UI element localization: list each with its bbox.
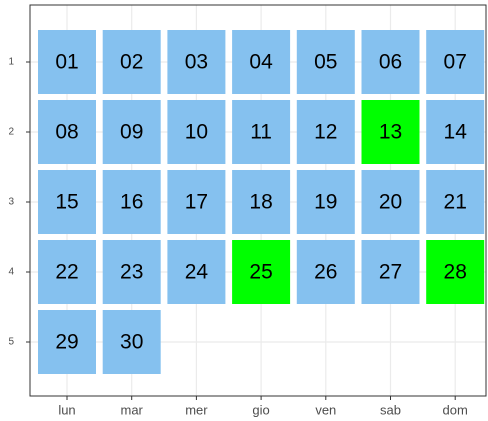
day-label: 30	[120, 331, 143, 354]
day-label: 19	[314, 191, 337, 214]
day-tile	[361, 30, 420, 94]
day-tile	[102, 100, 161, 164]
day-label: 03	[185, 51, 208, 74]
y-tick-label: 1	[8, 57, 14, 68]
day-label: 04	[249, 51, 273, 74]
day-tile	[361, 170, 420, 234]
day-label: 01	[55, 51, 78, 74]
day-tile	[167, 170, 226, 234]
day-tile	[38, 240, 96, 304]
day-label: 27	[379, 261, 402, 284]
day-label: 20	[379, 191, 402, 214]
x-tick-label: lun	[58, 402, 75, 417]
day-tile	[232, 30, 291, 94]
day-tile	[102, 240, 161, 304]
day-label: 05	[314, 51, 337, 74]
day-tile	[296, 240, 355, 304]
day-label: 08	[55, 121, 78, 144]
y-tick-label: 2	[8, 127, 14, 138]
day-label: 22	[55, 261, 78, 284]
x-tick-label: mer	[185, 402, 208, 417]
day-tile	[38, 100, 96, 164]
day-tile	[296, 100, 355, 164]
day-tile	[361, 240, 420, 304]
day-label: 09	[120, 121, 143, 144]
day-label: 12	[314, 121, 337, 144]
day-tile	[167, 30, 226, 94]
day-tile	[38, 170, 96, 234]
day-label: 16	[120, 191, 143, 214]
day-label: 07	[444, 51, 467, 74]
day-label: 29	[55, 331, 78, 354]
panel-border	[29, 4, 487, 397]
day-label: 11	[250, 121, 272, 144]
day-tile	[167, 100, 226, 164]
day-tile	[102, 170, 161, 234]
x-tick-label: ven	[315, 402, 336, 417]
day-tile	[426, 100, 485, 164]
day-label: 17	[185, 191, 208, 214]
day-label: 23	[120, 261, 143, 284]
day-tile	[232, 100, 291, 164]
day-label: 13	[379, 121, 402, 144]
day-label: 15	[55, 191, 78, 214]
day-label: 28	[444, 261, 467, 284]
day-tile	[232, 170, 291, 234]
day-tile	[167, 240, 226, 304]
y-tick-label: 4	[8, 267, 14, 278]
x-tick-label: sab	[380, 402, 401, 417]
x-tick-label: gio	[252, 402, 269, 417]
day-tile	[102, 310, 161, 374]
day-tile	[426, 240, 485, 304]
y-tick-label: 5	[8, 337, 14, 348]
day-label: 02	[120, 51, 143, 74]
day-tile	[426, 30, 485, 94]
x-tick-label: mar	[121, 402, 144, 417]
day-label: 24	[185, 261, 209, 284]
day-label: 25	[249, 261, 272, 284]
day-label: 18	[249, 191, 272, 214]
day-tile	[361, 100, 420, 164]
x-tick-label: dom	[443, 402, 468, 417]
day-tile	[232, 240, 291, 304]
day-label: 26	[314, 261, 337, 284]
day-tile	[38, 310, 96, 374]
day-label: 06	[379, 51, 402, 74]
y-tick-label: 3	[8, 197, 14, 208]
day-tile	[102, 30, 161, 94]
day-tile	[38, 30, 96, 94]
day-tile	[296, 170, 355, 234]
day-label: 14	[444, 121, 468, 144]
day-tile	[296, 30, 355, 94]
day-tile	[426, 170, 485, 234]
day-label: 21	[444, 191, 467, 214]
day-label: 10	[185, 121, 208, 144]
